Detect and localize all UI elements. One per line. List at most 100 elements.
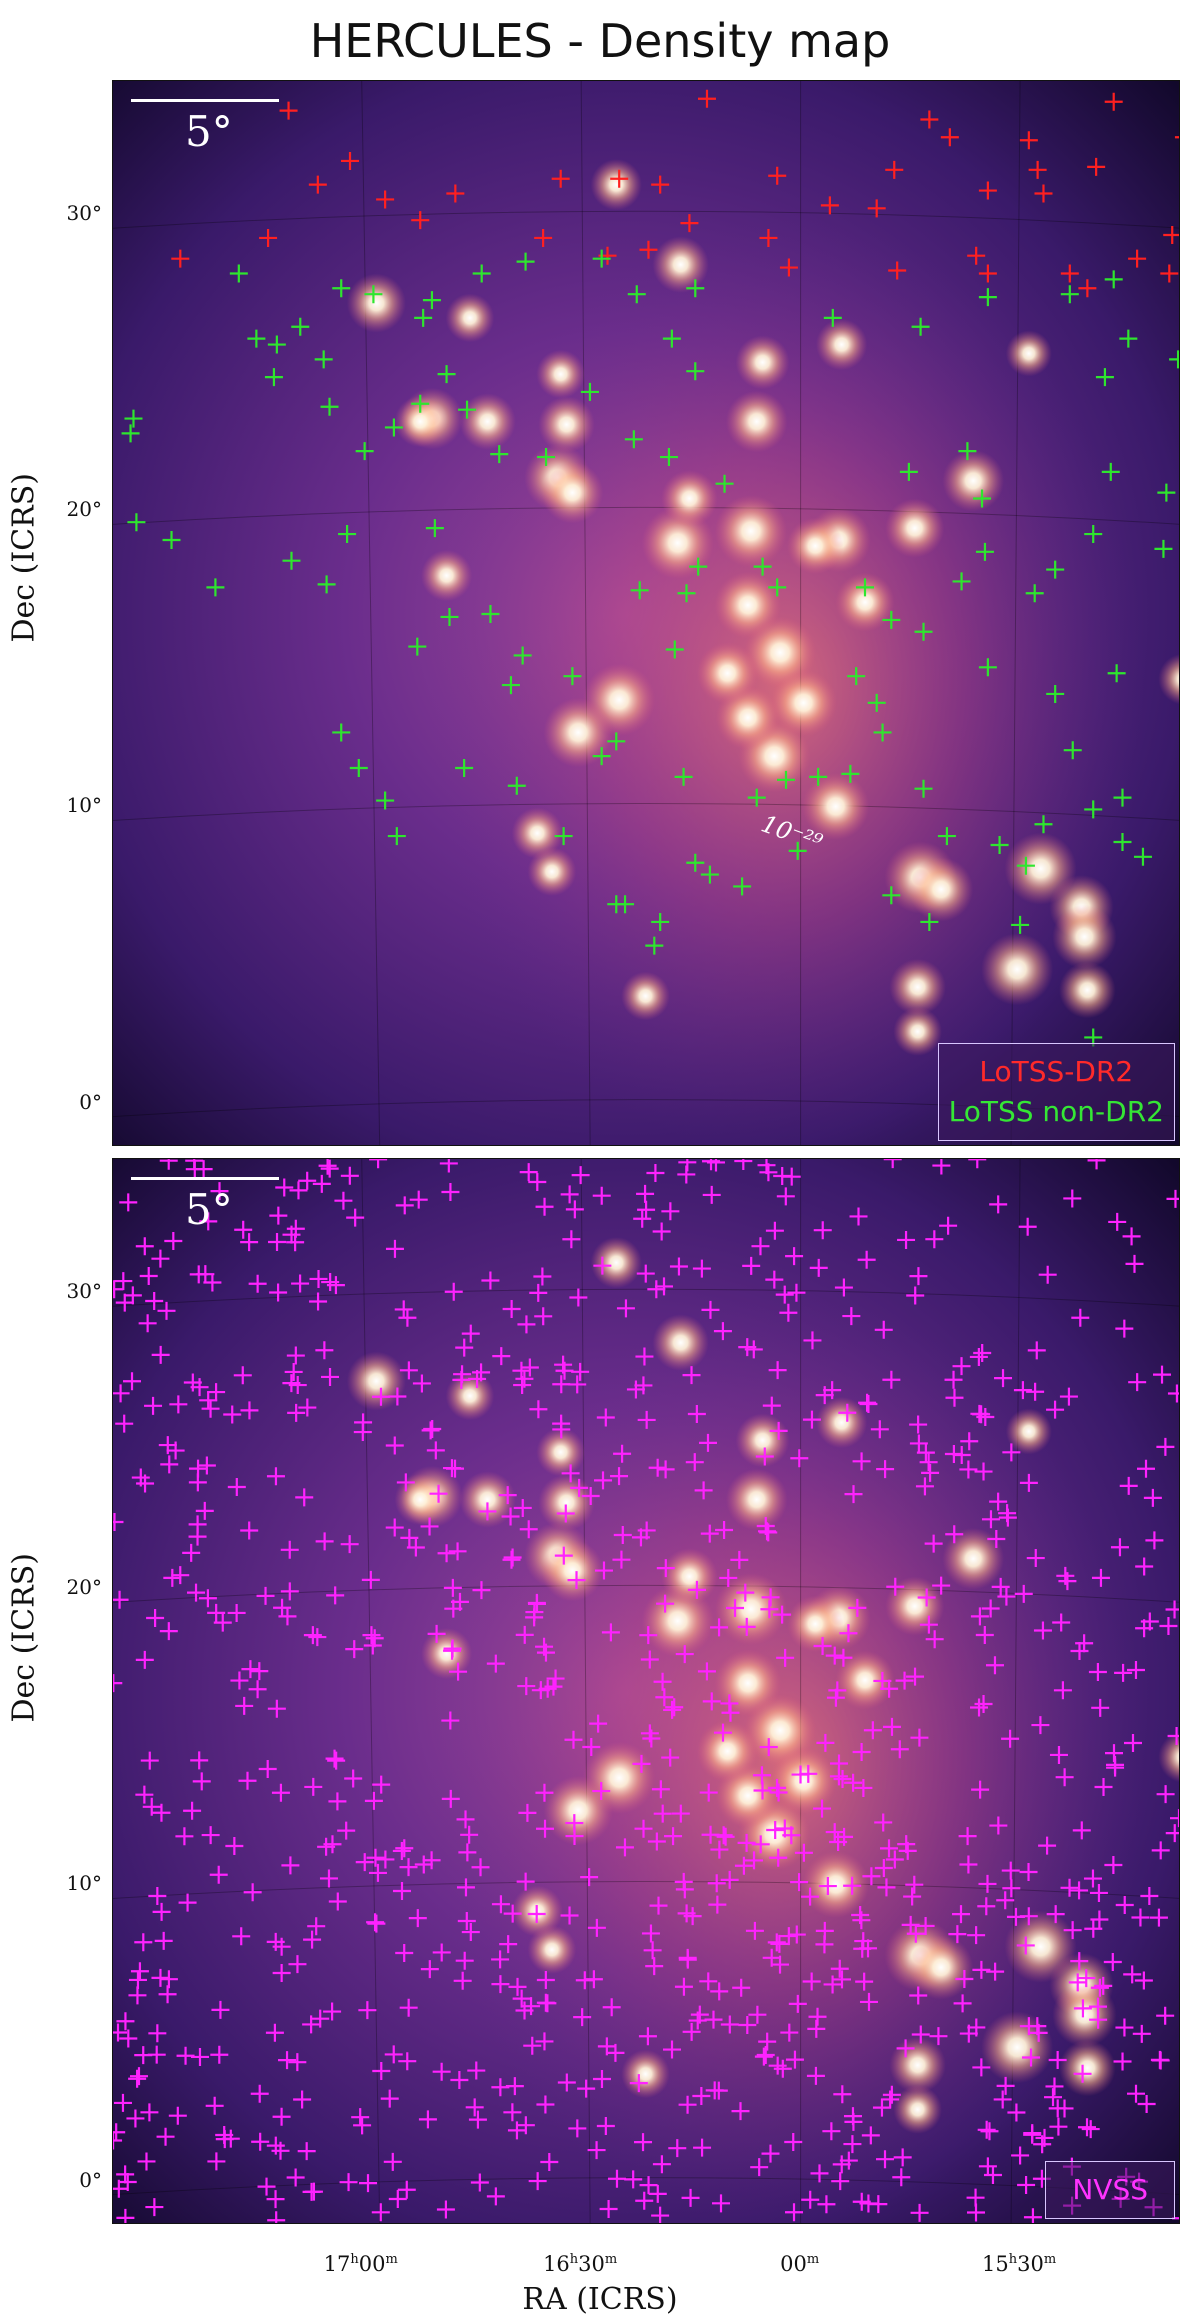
nvss-marker[interactable] <box>269 1206 288 1225</box>
nvss-marker[interactable] <box>1165 1600 1180 1619</box>
nvss-marker[interactable] <box>677 1165 696 1184</box>
nvss-marker[interactable] <box>634 1819 653 1838</box>
lotss-non-dr2-marker[interactable] <box>700 865 719 884</box>
nvss-marker[interactable] <box>517 1315 536 1334</box>
nvss-marker[interactable] <box>596 2116 615 2135</box>
nvss-marker[interactable] <box>1046 1400 1065 1419</box>
nvss-marker[interactable] <box>491 1950 510 1969</box>
nvss-marker[interactable] <box>560 1185 579 1204</box>
nvss-marker[interactable] <box>737 1833 756 1852</box>
nvss-marker[interactable] <box>238 1771 257 1790</box>
nvss-marker[interactable] <box>635 1347 654 1366</box>
nvss-marker[interactable] <box>629 2074 648 2093</box>
nvss-marker[interactable] <box>719 1568 738 1587</box>
nvss-marker[interactable] <box>704 2010 723 2029</box>
nvss-marker[interactable] <box>756 1517 775 1536</box>
nvss-marker[interactable] <box>939 1216 958 1235</box>
nvss-marker[interactable] <box>968 1159 987 1169</box>
nvss-marker[interactable] <box>972 1960 991 1979</box>
nvss-marker[interactable] <box>785 1247 804 1266</box>
nvss-marker[interactable] <box>115 1414 134 1433</box>
nvss-marker[interactable] <box>198 1589 217 1608</box>
nvss-marker[interactable] <box>967 2203 986 2222</box>
nvss-marker[interactable] <box>197 1456 216 1475</box>
nvss-marker[interactable] <box>303 1930 322 1949</box>
nvss-marker[interactable] <box>185 1160 204 1179</box>
nvss-marker[interactable] <box>505 2077 524 2096</box>
nvss-marker[interactable] <box>587 2141 606 2160</box>
nvss-marker[interactable] <box>854 1778 873 1797</box>
nvss-marker[interactable] <box>443 1641 462 1660</box>
lotss-non-dr2-marker[interactable] <box>975 542 994 561</box>
nvss-marker[interactable] <box>656 1559 675 1578</box>
nvss-marker[interactable] <box>855 1972 874 1991</box>
nvss-marker[interactable] <box>967 1926 986 1945</box>
nvss-marker[interactable] <box>634 1376 653 1395</box>
nvss-marker[interactable] <box>151 1345 170 1364</box>
nvss-marker[interactable] <box>232 1927 251 1946</box>
nvss-marker[interactable] <box>687 1405 706 1424</box>
nvss-marker[interactable] <box>354 1413 373 1432</box>
nvss-marker[interactable] <box>437 1544 456 1563</box>
nvss-marker[interactable] <box>491 1895 510 1914</box>
nvss-marker[interactable] <box>1049 2117 1068 2136</box>
nvss-marker[interactable] <box>822 2122 841 2141</box>
nvss-marker[interactable] <box>535 1783 554 1802</box>
lotss-non-dr2-marker[interactable] <box>206 578 225 597</box>
nvss-marker[interactable] <box>813 1637 832 1656</box>
nvss-marker[interactable] <box>233 1366 252 1385</box>
nvss-marker[interactable] <box>848 1598 867 1617</box>
nvss-marker[interactable] <box>569 1288 588 1307</box>
lotss-non-dr2-marker[interactable] <box>437 365 456 384</box>
nvss-marker[interactable] <box>234 1220 253 1239</box>
nvss-marker[interactable] <box>215 2130 234 2149</box>
nvss-marker[interactable] <box>825 1823 844 1842</box>
nvss-marker[interactable] <box>974 1695 993 1714</box>
nvss-marker[interactable] <box>1048 2050 1067 2069</box>
nvss-marker[interactable] <box>945 1388 964 1407</box>
nvss-marker[interactable] <box>769 1421 788 1440</box>
lotss-non-dr2-marker[interactable] <box>501 676 520 695</box>
nvss-marker[interactable] <box>531 1681 550 1700</box>
nvss-marker[interactable] <box>439 1159 458 1173</box>
nvss-marker[interactable] <box>813 1221 832 1240</box>
nvss-marker[interactable] <box>669 1257 688 1276</box>
nvss-marker[interactable] <box>761 2144 780 2163</box>
nvss-marker[interactable] <box>398 2052 417 2071</box>
lotss-non-dr2-marker[interactable] <box>630 581 649 600</box>
nvss-marker[interactable] <box>456 1878 475 1897</box>
nvss-marker[interactable] <box>337 1821 356 1840</box>
nvss-marker[interactable] <box>648 1458 667 1477</box>
nvss-marker[interactable] <box>970 1607 989 1626</box>
nvss-marker[interactable] <box>137 2152 156 2171</box>
nvss-marker[interactable] <box>925 1630 944 1649</box>
nvss-marker[interactable] <box>225 1837 244 1856</box>
nvss-marker[interactable] <box>839 1624 858 1643</box>
lotss-dr2-marker[interactable] <box>1087 157 1106 176</box>
nvss-marker[interactable] <box>384 2045 403 2064</box>
nvss-marker[interactable] <box>183 1801 202 1820</box>
nvss-marker[interactable] <box>113 1674 123 1693</box>
nvss-marker[interactable] <box>745 1921 764 1940</box>
nvss-marker[interactable] <box>176 2046 195 2065</box>
nvss-marker[interactable] <box>1151 1841 1170 1860</box>
nvss-marker[interactable] <box>491 1975 510 1994</box>
nvss-marker[interactable] <box>280 1582 299 1601</box>
nvss-marker[interactable] <box>682 1366 701 1385</box>
nvss-marker[interactable] <box>983 2166 1002 2185</box>
nvss-marker[interactable] <box>207 1603 226 1622</box>
nvss-marker[interactable] <box>612 1550 631 1569</box>
nvss-marker[interactable] <box>278 2051 297 2070</box>
nvss-marker[interactable] <box>720 2015 739 2034</box>
nvss-marker[interactable] <box>594 1471 613 1490</box>
nvss-marker[interactable] <box>969 1347 988 1366</box>
nvss-marker[interactable] <box>1106 1758 1125 1777</box>
nvss-marker[interactable] <box>710 1618 729 1637</box>
nvss-marker[interactable] <box>265 2023 284 2042</box>
lotss-non-dr2-marker[interactable] <box>229 264 248 283</box>
nvss-marker[interactable] <box>678 1948 697 1967</box>
nvss-marker[interactable] <box>1156 1785 1175 1804</box>
nvss-marker[interactable] <box>675 1645 694 1664</box>
nvss-marker[interactable] <box>446 1459 465 1478</box>
nvss-marker[interactable] <box>145 2198 164 2217</box>
